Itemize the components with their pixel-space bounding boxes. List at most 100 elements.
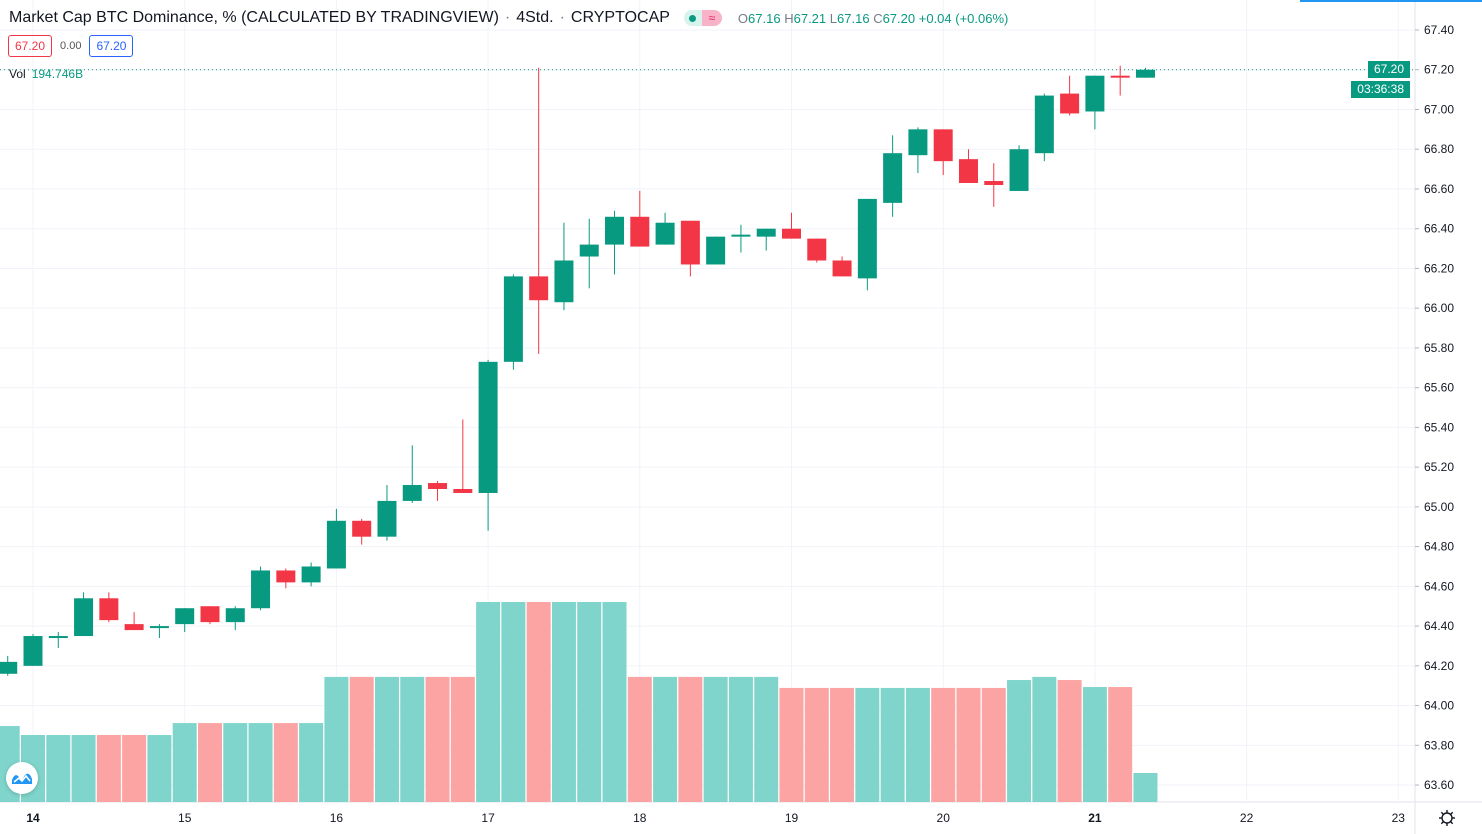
candle [1034, 93, 1054, 162]
candle [23, 634, 43, 666]
candle [377, 485, 397, 541]
candle-body [605, 216, 625, 245]
volume-bar [147, 734, 172, 802]
open-label: O [737, 10, 749, 26]
y-tick-label: 63.80 [1424, 738, 1454, 752]
volume-bar [678, 676, 703, 802]
market-status-icon[interactable]: ≈ [683, 10, 722, 26]
volume-bar [1057, 680, 1082, 802]
candle [428, 481, 448, 501]
last-price-labels: 67.20 03:36:38 [1351, 61, 1410, 98]
candle [579, 218, 599, 289]
volume-bar [754, 676, 779, 802]
candle-body [48, 636, 68, 639]
volume-bar [855, 687, 880, 802]
volume-bar [71, 734, 96, 802]
volume-bar [374, 676, 399, 802]
candle [756, 228, 776, 251]
y-tick-label: 66.00 [1424, 301, 1454, 315]
spread-value: 0.00 [60, 40, 82, 52]
change-value: +0.04 (+0.06%) [918, 10, 1009, 26]
volume-bar [981, 687, 1006, 802]
volume-bar [779, 687, 804, 802]
candle [200, 606, 220, 625]
price-boxes: 67.20 0.00 67.20 [8, 35, 134, 57]
close-value: 67.20 [882, 10, 916, 26]
candle [478, 359, 498, 531]
candle-body [478, 361, 498, 493]
x-tick-label: 15 [178, 811, 192, 825]
volume-legend: Vol 194.746B [9, 67, 83, 81]
candle-body [428, 483, 448, 489]
candle-body [706, 236, 726, 265]
candle-body [225, 608, 245, 623]
x-tick-label: 14 [26, 811, 40, 825]
candle-body [326, 520, 346, 569]
candle [605, 210, 625, 275]
candle-body [984, 181, 1004, 185]
candle [175, 608, 195, 633]
volume-bar [728, 676, 753, 802]
y-tick-label: 63.60 [1424, 778, 1454, 792]
y-tick-label: 67.00 [1424, 102, 1454, 116]
candle [149, 624, 169, 639]
volume-bar [299, 723, 324, 802]
volume-label[interactable]: Vol [9, 67, 26, 81]
y-tick-label: 64.60 [1424, 579, 1454, 593]
candle [124, 612, 144, 631]
volume-bar [476, 602, 501, 802]
candle [883, 135, 903, 217]
x-tick-label: 19 [785, 811, 799, 825]
volume-bar [400, 676, 425, 802]
symbol-title[interactable]: Market Cap BTC Dominance, % (CALCULATED … [9, 9, 499, 26]
candle-body [554, 260, 574, 303]
y-tick-label: 64.00 [1424, 699, 1454, 713]
candle-body [99, 598, 119, 621]
candle-body [958, 159, 978, 183]
candle [1060, 75, 1080, 116]
volume-bar [653, 676, 678, 802]
candle-body [655, 222, 675, 245]
candle-body [1009, 149, 1029, 191]
candle [99, 592, 119, 623]
y-tick-label: 66.40 [1424, 222, 1454, 236]
candle-body [731, 234, 751, 237]
x-tick-label: 20 [937, 811, 951, 825]
y-tick-label: 65.20 [1424, 460, 1454, 474]
tradingview-logo-icon[interactable] [6, 762, 38, 794]
candle [251, 566, 271, 611]
y-tick-label: 65.80 [1424, 341, 1454, 355]
candle [225, 606, 245, 631]
candle [326, 508, 346, 569]
candle [48, 632, 68, 648]
y-tick-label: 64.80 [1424, 540, 1454, 554]
separator: · [504, 9, 511, 26]
volume-bar [96, 734, 121, 802]
bar-countdown: 03:36:38 [1351, 81, 1410, 98]
candle [402, 445, 422, 503]
candle-body [782, 228, 801, 239]
candle [655, 212, 675, 245]
buy-price-button[interactable]: 67.20 [89, 35, 134, 57]
separator: · [559, 9, 565, 26]
exchange[interactable]: CRYPTOCAP [570, 9, 670, 26]
high-label: H [784, 10, 794, 26]
volume-bar [324, 676, 349, 802]
interval[interactable]: 4Std. [516, 9, 554, 26]
volume-bar [223, 723, 248, 802]
sell-price-button[interactable]: 67.20 [8, 35, 53, 57]
candle [984, 163, 1004, 207]
candle [832, 256, 852, 277]
x-tick-label: 22 [1240, 811, 1254, 825]
candle-body [149, 626, 169, 629]
candle-body [23, 636, 43, 666]
volume-bar [197, 723, 222, 802]
volume-bar [526, 602, 551, 802]
gear-icon[interactable] [1437, 808, 1457, 828]
candle [0, 655, 18, 676]
candle [706, 236, 726, 265]
volume-bar [1082, 687, 1107, 802]
candle [630, 190, 650, 247]
volume-bar [703, 676, 728, 802]
